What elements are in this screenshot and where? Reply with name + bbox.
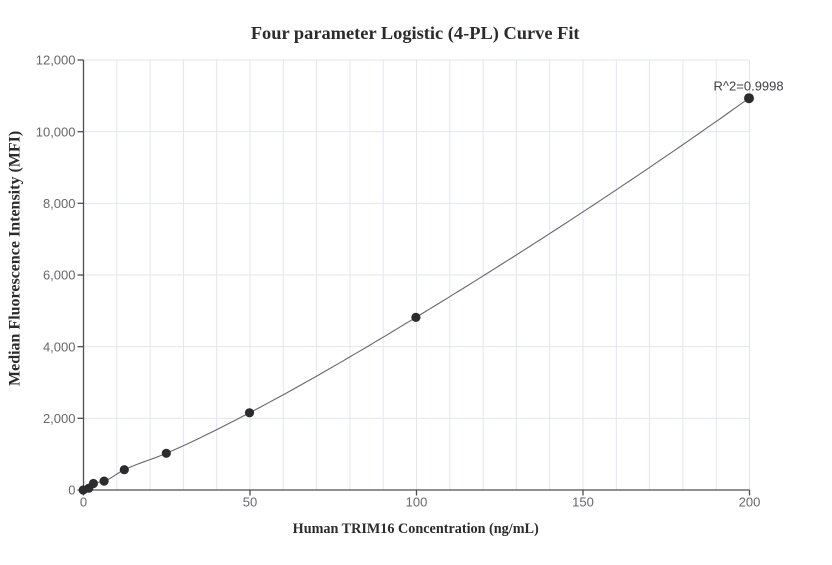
svg-text:200: 200 [739,495,761,510]
svg-text:8,000: 8,000 [43,196,76,211]
svg-text:Human TRIM16 Concentration (ng: Human TRIM16 Concentration (ng/mL) [293,521,539,537]
svg-text:2,000: 2,000 [43,411,76,426]
svg-text:10,000: 10,000 [36,124,76,139]
svg-text:R^2=0.9998: R^2=0.9998 [714,79,784,94]
svg-text:6,000: 6,000 [43,268,76,283]
svg-text:0: 0 [80,495,87,510]
svg-text:Median Fluorescence Intensity: Median Fluorescence Intensity (MFI) [7,131,24,386]
svg-text:Four parameter Logistic (4-PL): Four parameter Logistic (4-PL) Curve Fit [251,23,581,44]
svg-text:150: 150 [572,495,594,510]
svg-text:50: 50 [243,495,257,510]
svg-text:100: 100 [406,495,428,510]
svg-text:12,000: 12,000 [36,53,76,68]
svg-text:0: 0 [68,483,75,498]
svg-text:4,000: 4,000 [43,339,76,354]
